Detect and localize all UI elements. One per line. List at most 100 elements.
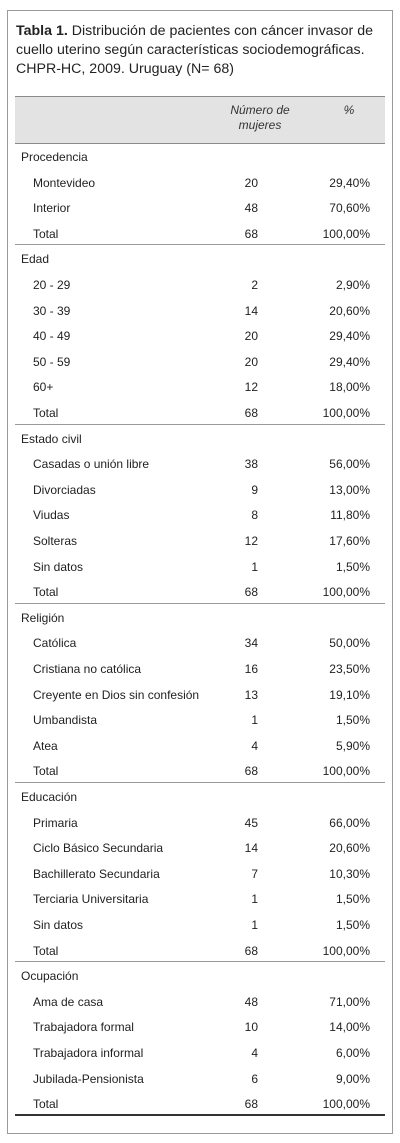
row-label: Total [33, 764, 59, 779]
row-count: 38 [244, 457, 258, 472]
row-label: Jubilada-Pensionista [33, 1071, 144, 1086]
section-title: Edad [21, 252, 50, 267]
row-count: 48 [244, 994, 258, 1009]
section-divider [15, 782, 385, 783]
row-count: 45 [244, 815, 258, 830]
row-label: 30 - 39 [33, 303, 71, 318]
section-title: Ocupación [21, 969, 79, 984]
row-count: 14 [244, 303, 258, 318]
row-label: Casadas o unión libre [33, 457, 150, 472]
row-percent: 29,40% [329, 329, 370, 344]
table-frame [7, 10, 393, 1134]
row-count: 7 [251, 866, 258, 881]
row-percent: 18,00% [329, 380, 370, 395]
row-count: 20 [244, 354, 258, 369]
row-label: Umbandista [33, 713, 98, 728]
row-label: Ciclo Básico Secundaria [33, 841, 164, 856]
row-percent: 20,60% [329, 303, 370, 318]
row-percent: 100,00% [322, 406, 370, 420]
row-percent: 10,30% [329, 866, 370, 881]
row-count: 14 [244, 841, 258, 856]
row-label: Viudas [33, 508, 70, 523]
row-percent: 100,00% [322, 226, 370, 241]
row-percent: 100,00% [322, 943, 370, 958]
row-count: 68 [244, 764, 258, 779]
section-divider [15, 423, 385, 425]
row-label: Total [33, 1097, 59, 1112]
row-label: Total [33, 585, 59, 600]
section-title: Procedencia [21, 150, 88, 164]
row-count: 16 [244, 662, 258, 676]
row-percent: 100,00% [322, 764, 370, 779]
row-count: 12 [244, 534, 258, 548]
row-percent: 1,50% [335, 892, 370, 907]
table-header [15, 96, 385, 144]
row-label: 20 - 29 [33, 278, 71, 292]
table-caption: Tabla 1. Distribución de pacientes con c… [16, 22, 388, 79]
row-count: 1 [251, 559, 258, 574]
row-percent: 66,00% [329, 815, 370, 830]
row-label: 40 - 49 [33, 329, 71, 344]
row-percent: 71,00% [329, 994, 370, 1009]
row-percent: 20,60% [329, 841, 370, 856]
caption-label: Tabla 1. [16, 23, 68, 39]
section-divider [15, 602, 385, 604]
row-percent: 100,00% [322, 585, 370, 600]
row-count: 68 [244, 585, 258, 600]
row-count: 1 [251, 918, 258, 932]
row-count: 20 [244, 175, 258, 190]
section-title: Religión [21, 610, 65, 625]
row-percent: 29,40% [329, 354, 370, 369]
row-label: Total [33, 406, 59, 420]
row-percent: 29,40% [329, 175, 370, 190]
row-percent: 13,00% [329, 482, 370, 497]
row-count: 68 [244, 1097, 258, 1112]
section-title: Educación [21, 790, 78, 804]
row-count: 2 [251, 278, 258, 292]
row-label: Divorciadas [33, 482, 96, 497]
row-label: Trabajadora formal [33, 1020, 134, 1035]
row-count: 13 [244, 687, 258, 702]
section-divider [15, 244, 385, 246]
row-percent: 100,00% [322, 1097, 370, 1112]
row-percent: 14,00% [329, 1020, 370, 1035]
row-percent: 6,00% [335, 1046, 370, 1060]
row-label: Montevideo [33, 175, 96, 190]
row-count: 20 [244, 329, 258, 344]
row-count: 10 [244, 1020, 258, 1035]
row-percent: 1,50% [335, 559, 370, 574]
row-label: Trabajadora informal [33, 1046, 144, 1060]
row-label: Ama de casa [33, 994, 104, 1009]
row-label: Católica [33, 636, 77, 651]
row-label: Cristiana no católica [33, 662, 142, 676]
row-label: 50 - 59 [33, 354, 71, 369]
row-count: 34 [244, 636, 258, 651]
row-label: Creyente en Dios sin confesión [33, 687, 200, 702]
column-header-percent: % [343, 103, 355, 117]
section-divider [15, 961, 385, 963]
row-label: Solteras [33, 534, 78, 548]
row-label: Atea [33, 738, 58, 753]
row-percent: 19,10% [329, 687, 370, 702]
row-percent: 17,60% [329, 534, 370, 548]
row-percent: 70,60% [329, 201, 370, 216]
row-label: Primaria [33, 815, 78, 830]
row-label: Bachillerato Secundaria [33, 866, 160, 881]
column-header-number: Número de mujeres [230, 103, 290, 132]
row-label: 60+ [33, 380, 54, 395]
row-percent: 56,00% [329, 457, 370, 472]
row-count: 68 [244, 406, 258, 420]
row-count: 1 [251, 892, 258, 907]
row-label: Interior [33, 201, 71, 216]
row-percent: 9,00% [335, 1071, 370, 1086]
row-count: 8 [251, 508, 258, 523]
row-percent: 1,50% [335, 713, 370, 728]
table-bottom-rule [15, 1113, 385, 1116]
row-count: 48 [244, 201, 258, 216]
row-label: Total [33, 226, 59, 241]
row-percent: 1,50% [335, 918, 370, 932]
row-percent: 50,00% [329, 636, 370, 651]
row-label: Sin datos [33, 559, 84, 574]
row-count: 68 [244, 226, 258, 241]
row-count: 6 [251, 1071, 258, 1086]
